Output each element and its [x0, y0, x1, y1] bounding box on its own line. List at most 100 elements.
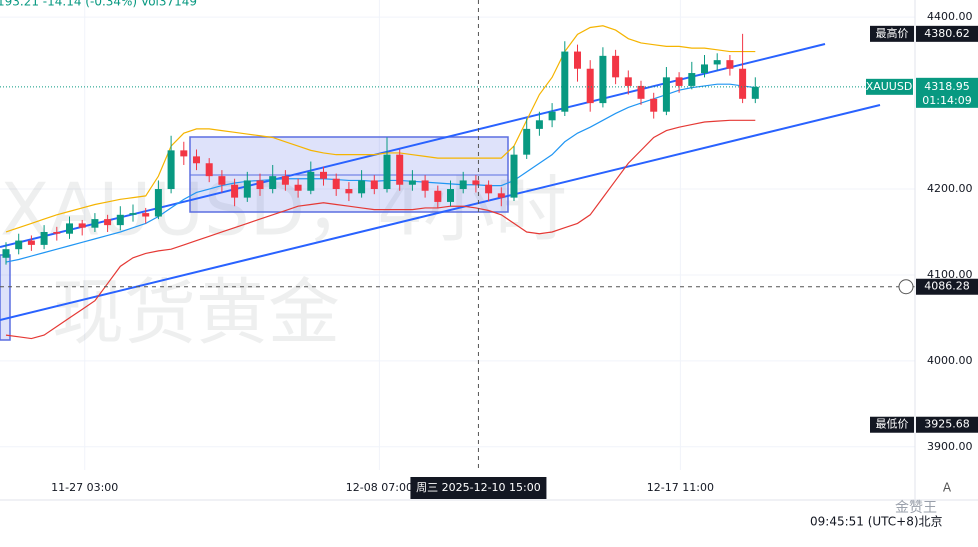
candle-body [586, 68, 594, 104]
clock: 09:45:51 (UTC+8)北京 [810, 515, 943, 529]
trend-line [0, 43, 826, 248]
candle-body [701, 64, 708, 74]
candle-body [193, 156, 200, 164]
candle-body [497, 193, 505, 198]
high-label: 最高价 [876, 26, 909, 40]
candle-body [167, 150, 175, 190]
candle-body [205, 163, 213, 177]
candle-body [281, 176, 289, 185]
candle-body [662, 77, 670, 112]
last-price-text: 4318.95 [924, 80, 970, 93]
candle-body [78, 223, 86, 228]
band-line [5, 119, 756, 340]
candle-body [2, 249, 10, 258]
candle-body [320, 171, 327, 179]
candle-body [383, 154, 391, 190]
candle-body [688, 73, 696, 86]
symbol-tag-text: XAUUSD [866, 80, 913, 93]
candle-body [561, 51, 569, 112]
crosshair-x-label: 周三 2025-12-10 15:00 [416, 481, 541, 494]
band-line [5, 83, 756, 263]
candle-body [675, 77, 683, 86]
low-value: 3925.68 [924, 418, 970, 431]
crosshair-y-box [916, 278, 978, 295]
x-tick-label: 11-27 03:00 [51, 481, 118, 494]
candle-body [713, 60, 721, 65]
watermark-name: 现货黄金 [52, 271, 340, 355]
trend-line [0, 104, 881, 321]
candle-body [307, 171, 315, 191]
candle-body [599, 55, 607, 104]
high-value: 4380.62 [924, 27, 970, 40]
high-label-box [870, 25, 914, 42]
candle-body [15, 240, 23, 250]
y-tick-label: 3900.00 [927, 440, 973, 453]
candles [2, 33, 759, 265]
candle-body [472, 180, 480, 185]
bollinger-bands [5, 25, 756, 340]
candle-body [510, 154, 518, 198]
range-box [0, 254, 11, 341]
candle-body [447, 189, 454, 202]
candle-body [574, 51, 581, 69]
candle-body [650, 98, 658, 112]
candle-body [637, 85, 645, 99]
candle-body [294, 184, 302, 191]
candle-body [53, 231, 61, 234]
candle-body [358, 180, 366, 194]
low-label-box [870, 416, 914, 433]
crosshair-x-box [410, 477, 547, 499]
band-line [5, 25, 756, 233]
y-tick-label: 4100.00 [927, 268, 973, 281]
y-tick-label: 4200.00 [927, 182, 973, 195]
candle-body [116, 214, 124, 226]
candle-body [218, 176, 226, 185]
x-tick-label: 12-17 11:00 [647, 481, 714, 494]
candle-body [154, 189, 162, 217]
candle-body [421, 180, 429, 191]
candle-body [129, 213, 137, 215]
low-value-box [916, 416, 978, 433]
x-tick-label: 12-08 07:00 [346, 481, 413, 494]
candle-body [269, 176, 277, 190]
y-tick-label: 4000.00 [927, 354, 973, 367]
candle-body [256, 180, 264, 190]
candle-body [548, 111, 556, 121]
candle-body [726, 60, 734, 69]
candle-body [624, 77, 632, 86]
countdown-text: 01:14:09 [922, 94, 971, 107]
candle-body [535, 120, 543, 129]
candle-body [142, 213, 150, 217]
header-quote: 193.21 -14.14 (-0.34%) Vol37149 [0, 0, 197, 9]
candle-body [485, 184, 493, 194]
candle-body [612, 55, 620, 78]
candle-body [396, 154, 404, 185]
candle-body [434, 190, 442, 202]
candle-body [40, 231, 48, 245]
candle-body [91, 219, 99, 228]
candle-body [345, 189, 353, 194]
candle-body [523, 128, 531, 155]
y-tick-label: 4400.00 [927, 10, 973, 23]
candle-body [243, 180, 251, 198]
candle-body [332, 178, 340, 190]
scale-button[interactable]: A [943, 481, 952, 495]
candle-body [370, 180, 378, 190]
candle-body [104, 219, 112, 226]
brand: 金赞王 [895, 500, 937, 516]
candle-body [408, 180, 416, 185]
candle-body [180, 150, 188, 157]
candle-body [231, 184, 239, 198]
candle-body [27, 240, 35, 245]
crosshair-add-button [898, 279, 914, 295]
candle-body [459, 180, 467, 190]
high-value-box [916, 25, 978, 42]
candle-body [66, 223, 73, 234]
low-label: 最低价 [876, 418, 909, 431]
candle-body [739, 68, 747, 99]
crosshair-y-label: 4086.28 [924, 280, 970, 293]
